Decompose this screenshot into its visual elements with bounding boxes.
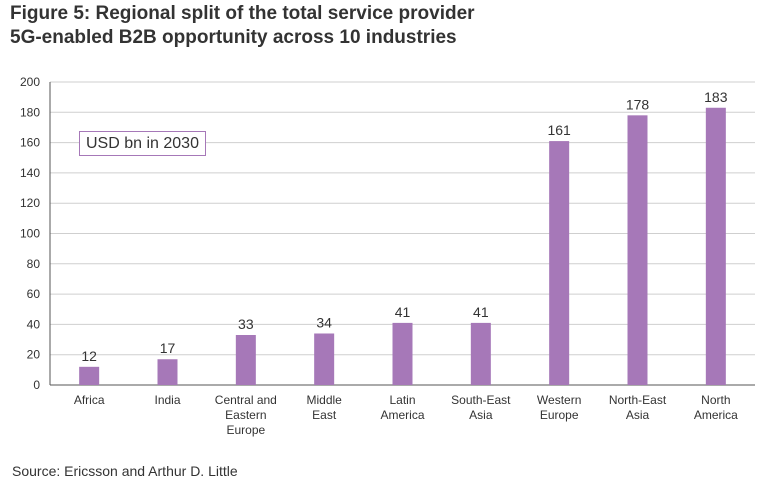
y-tick-label: 120 [20,196,40,210]
y-tick-label: 100 [20,227,40,241]
y-tick-label: 200 [20,75,40,89]
bar [392,322,413,385]
x-tick-label-line: East [312,408,337,422]
y-tick-label: 160 [20,136,40,150]
x-tick-label: India [154,393,180,407]
x-tick-label-line: India [154,393,180,407]
unit-label-box: USD bn in 2030 [79,131,206,156]
data-label: 178 [626,96,650,112]
x-tick-label-line: Western [537,393,581,407]
y-tick-label: 0 [33,378,40,392]
x-tick-label: Latin America [380,393,424,422]
bar [549,141,570,385]
x-tick-label-line: South-East [451,393,511,407]
x-tick-label: North-East Asia [609,393,667,422]
y-tick-label: 20 [27,348,41,362]
x-tick-label-line: America [694,408,738,422]
x-tick-label-line: Central and [215,393,277,407]
y-tick-label: 140 [20,166,40,180]
bar-chart: 0 20 40 60 80 100 120 140 160 180 200 12 Africa 17 Ind… [20,75,755,437]
x-tick-label-line: Europe [226,423,265,437]
x-tick-label: Western Europe [537,393,581,422]
bar [627,115,648,385]
chart-title: Figure 5: Regional split of the total se… [10,2,475,50]
source-note: Source: Ericsson and Arthur D. Little [12,463,238,479]
x-tick-label-line: America [380,408,424,422]
data-label: 41 [473,304,489,320]
data-label: 161 [547,122,571,138]
x-tick-label-line: Latin [389,393,415,407]
y-tick-label: 180 [20,105,40,119]
y-tick-label: 40 [27,317,41,331]
x-tick-label-line: North [701,393,730,407]
data-label: 41 [395,304,411,320]
x-tick-label-line: Europe [540,408,579,422]
x-tick-label-line: Asia [469,408,493,422]
y-tick-label: 60 [27,287,41,301]
chart-title-line-1: Figure 5: Regional split of the total se… [10,3,475,24]
data-label: 34 [316,314,332,330]
x-tick-label-line: Middle [306,393,342,407]
chart-title-line-2: 5G-enabled B2B opportunity across 10 ind… [10,27,457,48]
bar [705,107,726,385]
data-label: 183 [704,89,728,105]
x-tick-label: Middle East [306,393,342,422]
x-tick-label: North America [694,393,738,422]
bar [235,335,256,385]
x-tick-label-line: Africa [74,393,105,407]
data-label: 17 [160,340,176,356]
bar [157,359,178,385]
y-tick-label: 80 [27,257,41,271]
x-tick-label-line: Eastern [225,408,266,422]
x-tick-label: South-East Asia [451,393,511,422]
bar [314,333,335,385]
data-label: 33 [238,316,254,332]
x-tick-label-line: Asia [626,408,650,422]
x-tick-label: Central and Eastern Europe [215,393,277,437]
bar [470,322,491,385]
bar [79,366,100,385]
x-tick-label: Africa [74,393,105,407]
x-tick-label-line: North-East [609,393,667,407]
data-label: 12 [81,348,97,364]
